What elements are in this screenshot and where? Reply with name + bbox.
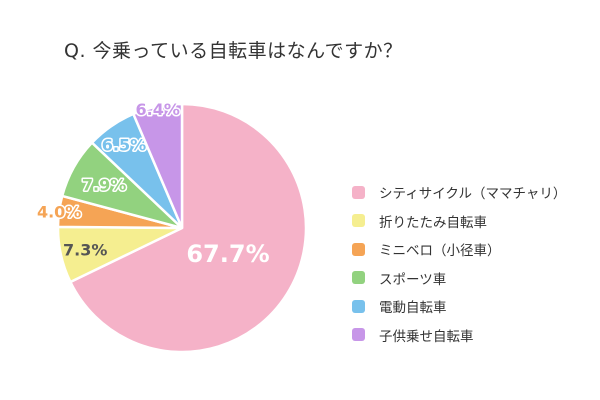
data-label: 6.4% xyxy=(135,100,179,119)
pie-slice xyxy=(68,102,308,354)
legend-label: スポーツ車 xyxy=(379,271,447,288)
legend-item: スポーツ車 xyxy=(352,264,566,293)
legend-item: 電動自転車 xyxy=(352,292,566,321)
legend-label: 電動自転車 xyxy=(379,300,447,317)
legend-swatch xyxy=(352,271,365,285)
chart-title: Q. 今乗っている自転車はなんですか？ xyxy=(64,40,403,62)
legend-swatch xyxy=(352,242,365,256)
legend-label: 折りたたみ自転車 xyxy=(379,214,487,231)
legend-item: 折りたたみ自転車 xyxy=(352,207,566,236)
data-label: 7.3% xyxy=(63,241,107,260)
legend: シティサイクル（ママチャリ） 折りたたみ自転車 ミニベロ（小径車） スポーツ車電動自転… xyxy=(352,178,566,349)
pie-slice xyxy=(131,102,184,229)
legend-swatch xyxy=(352,185,365,199)
legend-swatch xyxy=(352,328,365,342)
legend-label: ミニベロ（小径車） xyxy=(379,243,501,260)
data-label: 7.9% xyxy=(82,175,126,194)
legend-swatch xyxy=(352,299,365,313)
legend-item: ミニベロ（小径車） xyxy=(352,235,566,264)
legend-item: シティサイクル（ママチャリ） xyxy=(352,178,566,207)
legend-swatch xyxy=(352,214,365,228)
legend-item: 子供乗せ自転車 xyxy=(352,321,566,350)
legend-label: 子供乗せ自転車 xyxy=(379,328,474,345)
data-label: 6.5% xyxy=(102,136,146,155)
legend-label: シティサイクル（ママチャリ） xyxy=(379,186,567,203)
data-label: 67.7% xyxy=(186,240,269,268)
data-label: 4.0% xyxy=(37,202,81,221)
